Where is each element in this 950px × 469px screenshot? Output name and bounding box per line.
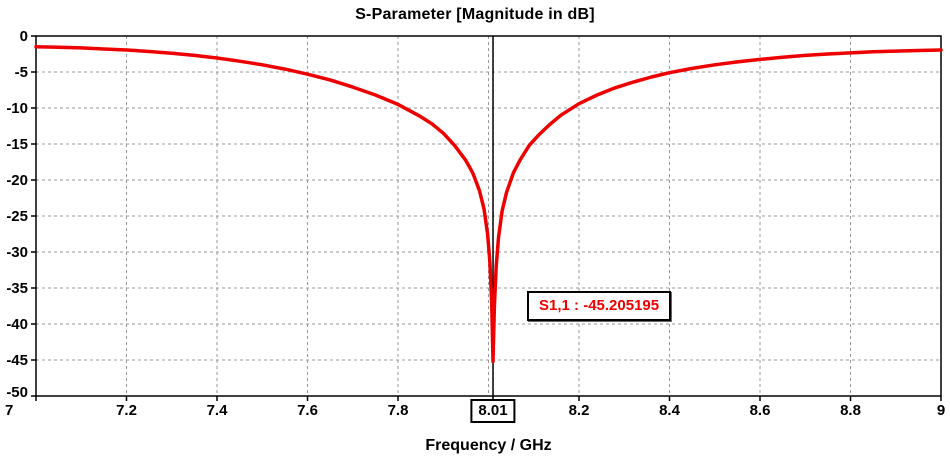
svg-text:-30: -30 [6,244,28,261]
y-tick-labels: 0 -5 -10 -15 -20 -25 -30 -35 -40 -45 -50 [6,28,28,401]
svg-text:-20: -20 [6,172,28,189]
svg-text:0: 0 [20,28,28,45]
chart-title: S-Parameter [Magnitude in dB] [355,6,595,23]
svg-text:-40: -40 [6,316,28,333]
tick-marks [31,35,942,401]
svg-text:8.2: 8.2 [569,402,590,419]
svg-text:8.4: 8.4 [659,402,681,419]
svg-text:-45: -45 [6,352,28,369]
marker-frequency-box[interactable]: 8.01 [470,399,516,423]
svg-text:-5: -5 [15,64,28,81]
marker-value-text: S1,1 : -45.205195 [539,297,660,314]
svg-text:7.4: 7.4 [207,402,229,419]
svg-text:7: 7 [5,402,13,419]
x-tick-labels: 7 7.2 7.4 7.6 7.8 8.2 8.4 8.6 8.8 9 [5,402,945,419]
svg-text:-25: -25 [6,208,28,225]
svg-text:-15: -15 [6,136,28,153]
svg-text:9: 9 [937,402,945,419]
svg-text:8.8: 8.8 [840,402,861,419]
s11-curve [34,45,943,364]
svg-text:7.8: 7.8 [388,402,409,419]
svg-text:-50: -50 [6,384,28,401]
svg-text:7.6: 7.6 [297,402,318,419]
svg-text:7.2: 7.2 [116,402,137,419]
svg-text:8.6: 8.6 [750,402,771,419]
x-axis-label: Frequency / GHz [425,437,552,454]
gridlines [36,36,941,396]
marker-value-box[interactable]: S1,1 : -45.205195 [527,291,672,321]
svg-text:-10: -10 [6,100,28,117]
svg-text:-35: -35 [6,280,28,297]
